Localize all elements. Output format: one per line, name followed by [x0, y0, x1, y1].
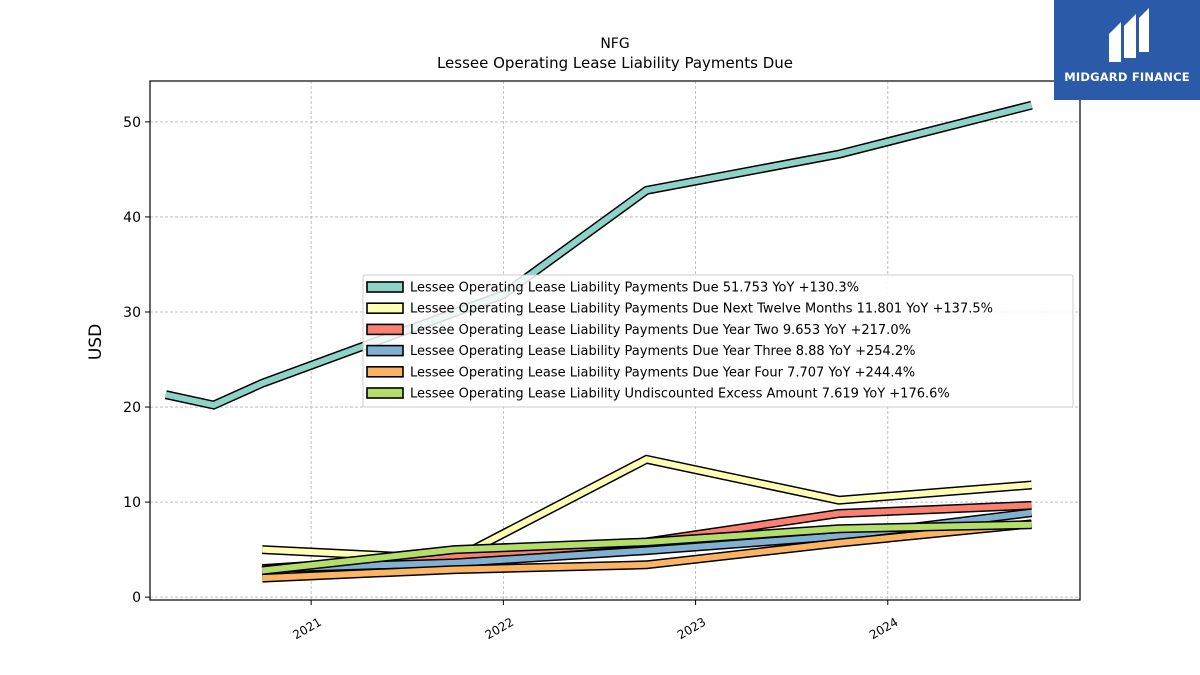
logo-text: MIDGARD FINANCE — [1064, 70, 1190, 84]
legend-entry: Lessee Operating Lease Liability Payment… — [410, 344, 916, 359]
series-line — [261, 521, 1032, 574]
legend-swatch — [366, 344, 404, 357]
series-line — [262, 520, 1032, 582]
x-tick-label: 2022 — [483, 615, 516, 642]
x-tick-label: 2021 — [290, 615, 323, 642]
series-4 — [262, 519, 1033, 583]
y-tick-label: 50 — [123, 115, 141, 131]
y-tick-label: 0 — [132, 590, 141, 606]
legend-swatch — [366, 365, 404, 378]
legend-entry: Lessee Operating Lease Liability Payment… — [410, 281, 859, 296]
midgard-finance-logo: MIDGARD FINANCE — [1054, 0, 1200, 100]
midgard-logo-icon — [1109, 8, 1149, 62]
y-tick-label: 40 — [123, 210, 141, 226]
legend-entry: Lessee Operating Lease Liability Payment… — [410, 365, 915, 380]
chart-title: NFG — [600, 36, 629, 52]
y-axis-label: USD — [86, 324, 106, 360]
series-5 — [261, 520, 1032, 575]
x-tick-label: 2024 — [867, 615, 900, 642]
legend-swatch — [366, 281, 404, 293]
y-tick-label: 20 — [123, 400, 141, 416]
legend-swatch — [366, 387, 404, 399]
legend-box — [362, 274, 1074, 408]
legend-entry: Lessee Operating Lease Liability Payment… — [410, 323, 911, 338]
x-tick-label: 2023 — [675, 615, 708, 642]
chart-subtitle: Lessee Operating Lease Liability Payment… — [437, 54, 793, 72]
legend-entry: Lessee Operating Lease Liability Payment… — [410, 302, 993, 317]
legend: Lessee Operating Lease Liability Payment… — [362, 274, 1074, 408]
y-tick-label: 10 — [123, 495, 141, 511]
plot-frame — [149, 80, 1081, 601]
legend-entry: Lessee Operating Lease Liability Undisco… — [410, 387, 950, 402]
legend-swatch — [366, 302, 404, 315]
legend-swatch — [366, 323, 404, 336]
y-tick-label: 30 — [123, 305, 141, 321]
